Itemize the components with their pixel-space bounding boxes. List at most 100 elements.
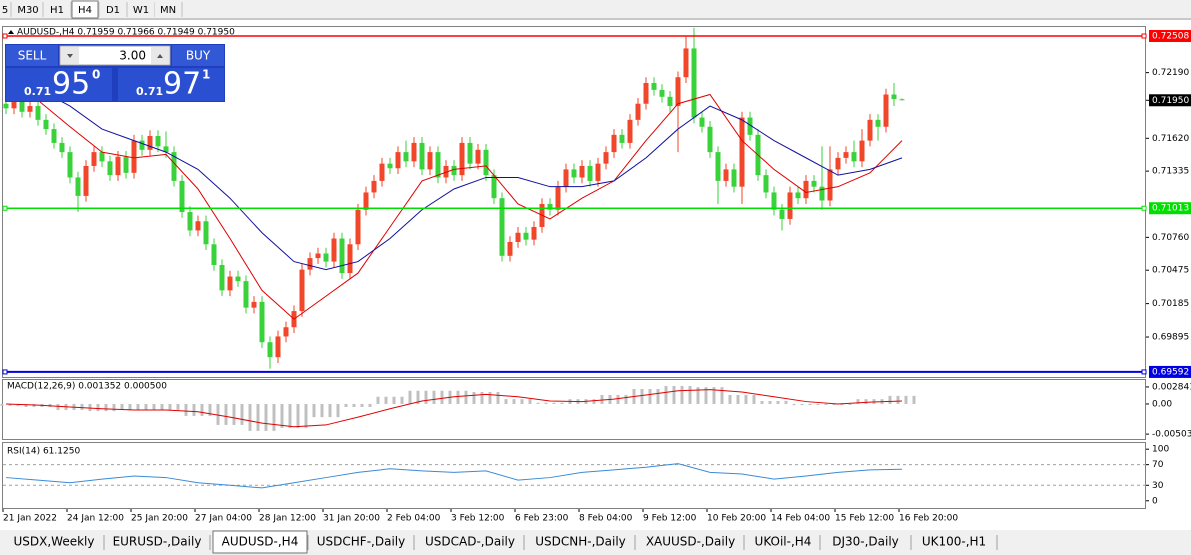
buy-button[interactable]: BUY [172, 45, 224, 66]
lot-input[interactable]: 3.00 [59, 45, 171, 66]
candle-body [19, 101, 25, 112]
candle-body [187, 212, 193, 231]
macd-bar [24, 403, 28, 407]
candle-body [179, 180, 185, 213]
macd-bar [856, 399, 860, 404]
macd-bar [80, 403, 84, 410]
macd-bar [760, 400, 764, 404]
sell-price[interactable]: 0.71 95 0 [6, 67, 112, 102]
candle-body [235, 276, 241, 282]
sell-button[interactable]: SELL [6, 45, 58, 66]
macd-bar [352, 403, 356, 407]
tab-bg [747, 533, 819, 552]
macd-signal [5, 389, 903, 428]
candle-body [227, 276, 233, 291]
timeframe-button[interactable]: H4 [71, 0, 100, 19]
tab[interactable]: UKOil-,H4 [747, 533, 821, 552]
candle-body [795, 192, 801, 199]
macd-bar [408, 390, 412, 404]
tab[interactable]: USDCAD-,Daily [417, 533, 525, 552]
candle-body [323, 253, 329, 262]
macd-bar [224, 403, 228, 425]
timeframe-button[interactable]: H1 [44, 1, 72, 18]
tab-label: USDCAD-,Daily [425, 535, 515, 549]
macd-bar [816, 403, 820, 406]
x-tick-label: 15 Feb 12:00 [835, 514, 894, 524]
candle-body [787, 192, 793, 219]
macd-bar [752, 394, 756, 404]
y-tick-label: 100 [1152, 445, 1169, 455]
candle-body [851, 152, 857, 162]
macd-bar [640, 388, 644, 404]
x-tick-label: 28 Jan 12:00 [259, 514, 316, 524]
candle-body [347, 244, 353, 274]
tab[interactable]: USDCNH-,Daily [527, 533, 636, 552]
x-tick-label: 2 Feb 04:00 [387, 514, 441, 524]
tab[interactable]: USDCHF-,Daily [309, 533, 415, 552]
candle-body [563, 169, 569, 187]
macd-bar [504, 399, 508, 404]
price-big: 97 [163, 67, 201, 102]
macd-bar [392, 396, 396, 404]
timeframe-button[interactable]: MN [155, 1, 183, 18]
macd-bar [520, 399, 524, 404]
macd-bar [56, 403, 60, 410]
lot-value: 3.00 [119, 49, 146, 63]
macd-bar [688, 385, 692, 404]
candle-body [635, 103, 641, 120]
candle-body [531, 227, 537, 240]
macd-bar [824, 403, 828, 405]
tab[interactable]: UK100-,H1 [912, 533, 998, 552]
candle-body [251, 301, 257, 308]
tab[interactable]: AUDUSD-,H4 [212, 530, 309, 554]
tab[interactable]: USDX,Weekly [5, 533, 105, 552]
macd-bar [336, 403, 340, 418]
candle-body [195, 221, 201, 231]
macd-bar [600, 394, 604, 404]
macd-bar [696, 387, 700, 404]
line-handle [1141, 369, 1147, 375]
x-tick-label: 14 Feb 04:00 [771, 514, 830, 524]
tab-label: XAUUSD-,Daily [646, 535, 735, 549]
tab[interactable]: DJ30-,Daily [821, 533, 912, 552]
candle-body [883, 94, 889, 127]
candle-body [475, 149, 481, 164]
y-tick-label: 30 [1152, 481, 1164, 491]
timeframe-button[interactable]: M30 [14, 1, 44, 18]
macd-bar [736, 394, 740, 404]
timeframe-button[interactable]: D1 [100, 1, 128, 18]
tab-bg [821, 533, 910, 552]
macd-bar [248, 403, 252, 431]
timeframe-bg [155, 1, 181, 18]
buy-price[interactable]: 0.71 97 1 [118, 67, 224, 102]
macd-bar [784, 400, 788, 404]
candle-body [523, 232, 529, 240]
tab-bg [912, 533, 996, 552]
macd-bar [648, 388, 652, 404]
macd-bar [8, 403, 12, 406]
macd-bar [560, 402, 564, 404]
timeframe-label: H1 [50, 5, 64, 16]
tab[interactable]: EURUSD-,Daily [105, 533, 211, 552]
timeframe-button[interactable]: 5 [0, 1, 12, 18]
macd-bar [256, 403, 260, 431]
price-prefix: 0.71 [136, 85, 163, 98]
price-label-bg [1149, 365, 1191, 378]
candle-body [419, 142, 425, 170]
candle-body [371, 180, 377, 193]
candle-body [611, 134, 617, 153]
candle-body [91, 152, 97, 166]
candle-body [275, 336, 281, 358]
toolbar-bg [0, 0, 1191, 19]
tab-bg [638, 533, 743, 552]
tab[interactable]: XAUUSD-,Daily [638, 533, 745, 552]
macd-bar [552, 402, 556, 404]
candle-body [403, 152, 409, 162]
timeframe-bg [71, 0, 99, 19]
timeframe-button[interactable]: W1 [128, 1, 156, 18]
macd-bar [864, 399, 868, 404]
y-tick-label: 0.71620 [1152, 134, 1189, 144]
macd-bar [120, 403, 124, 410]
macd-bar [312, 403, 316, 418]
line-handle [2, 369, 8, 375]
